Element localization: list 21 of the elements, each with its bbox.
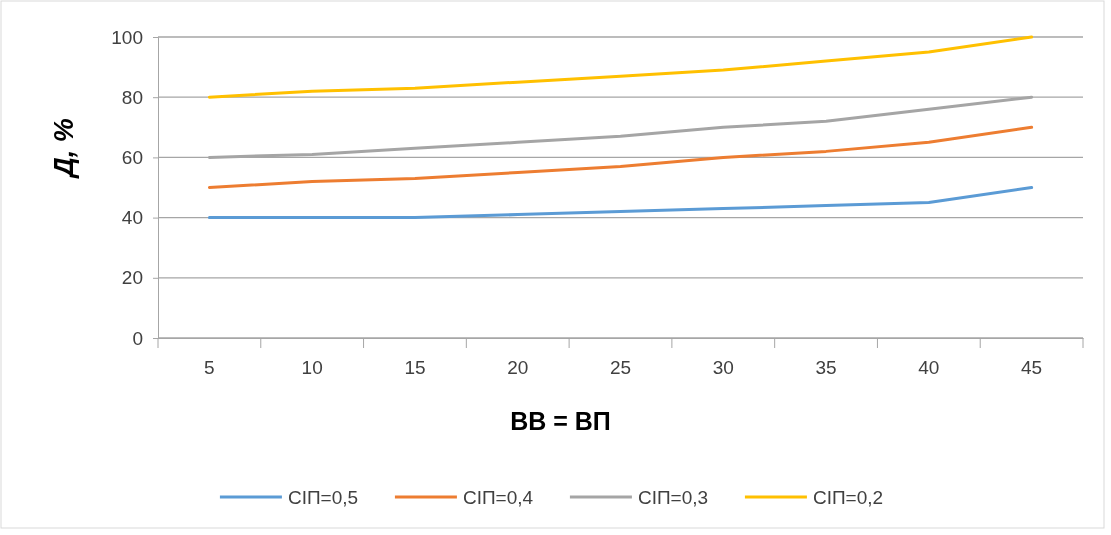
x-tick-label: 45: [1021, 357, 1043, 379]
y-tick-label: 20: [121, 267, 143, 289]
x-tick-label: 40: [918, 357, 940, 379]
y-tick-label: 60: [121, 146, 143, 168]
y-tick-label: 80: [121, 86, 143, 108]
legend-label: СІП=0,2: [812, 487, 884, 508]
y-tick-label: 100: [111, 26, 143, 48]
y-axis-title: Д, %: [49, 118, 79, 179]
y-tick-label: 0: [132, 327, 143, 349]
legend-label: СІП=0,4: [462, 487, 534, 508]
x-tick-label: 20: [507, 357, 529, 379]
legend-label: СІП=0,5: [287, 487, 359, 508]
x-tick-label: 10: [301, 357, 323, 379]
legend-label: СІП=0,3: [637, 487, 709, 508]
x-tick-label: 5: [204, 357, 215, 379]
x-tick-label: 25: [609, 357, 632, 379]
x-tick-label: 35: [815, 357, 837, 379]
x-tick-label: 15: [404, 357, 426, 379]
x-tick-label: 30: [712, 357, 734, 379]
y-tick-label: 40: [121, 207, 143, 229]
x-axis-title: ВВ = ВП: [510, 407, 611, 435]
